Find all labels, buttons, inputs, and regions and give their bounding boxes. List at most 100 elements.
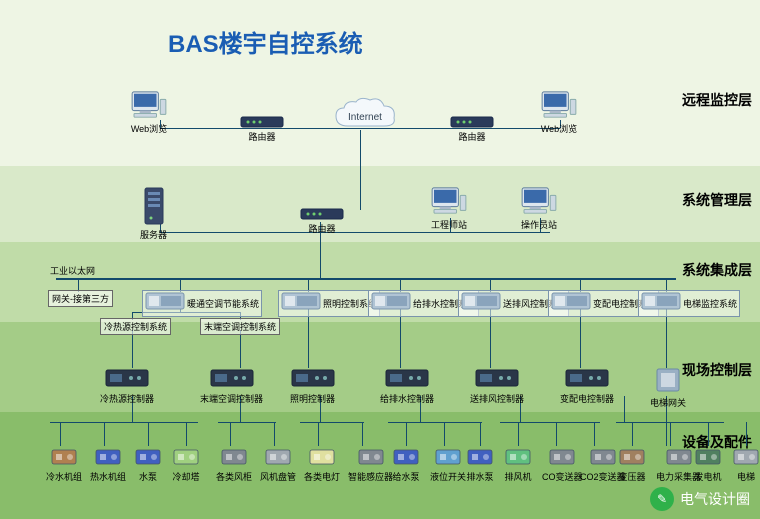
- bus-label: 工业以太网: [50, 264, 95, 277]
- node-label: 排风机: [504, 470, 531, 483]
- line: [594, 422, 595, 446]
- pc-icon: [430, 186, 468, 216]
- node-label: 排水泵: [466, 470, 493, 483]
- pc-icon: [520, 186, 558, 216]
- node-web-browse-r: Web浏览: [540, 90, 578, 135]
- node-label: 各类电灯: [304, 470, 340, 483]
- device-icon: [434, 446, 462, 468]
- module-icon: [281, 292, 321, 315]
- line: [50, 422, 198, 423]
- subsystem-hvac-reg: 暖通空调节能系统: [142, 290, 262, 317]
- device-icon: [732, 446, 760, 468]
- line: [104, 422, 105, 446]
- diagram-canvas: 远程监控层 系统管理层 系统集成层 现场控制层 设备及配件 BAS楼宇自控系统 …: [0, 0, 760, 519]
- device-icon: [50, 446, 78, 468]
- label-field: 现场控制层: [682, 360, 752, 380]
- node-label: 各类风柜: [216, 470, 252, 483]
- line: [480, 422, 481, 446]
- svg-text:Internet: Internet: [348, 112, 382, 123]
- ctrl-icon: [210, 366, 254, 390]
- node-router-m: 路由器: [300, 208, 344, 235]
- node-dev-chiller: 冷水机组: [46, 446, 82, 483]
- node-server: 服务器: [140, 186, 167, 241]
- line: [362, 422, 363, 446]
- line: [132, 330, 133, 368]
- pc-icon: [130, 90, 168, 120]
- watermark-text: 电气设计圈: [680, 489, 750, 509]
- node-label: 液位开关: [430, 470, 466, 483]
- pc-icon: [540, 90, 578, 120]
- wechat-icon: ✎: [650, 487, 674, 511]
- node-label: 送排风控制器: [470, 392, 524, 405]
- label-manage: 系统管理层: [682, 190, 752, 210]
- node-eng-station: 工程师站: [430, 186, 468, 231]
- node-ctrl-power: 变配电控制器: [560, 366, 614, 405]
- line: [274, 422, 275, 446]
- node-ctrl-light: 照明控制器: [290, 366, 335, 405]
- router-icon: [240, 116, 284, 128]
- ctrl-icon: [291, 366, 335, 390]
- node-dev-fancoil: 风机盘管: [260, 446, 296, 483]
- device-icon: [548, 446, 576, 468]
- module-icon: [641, 292, 681, 315]
- node-label: Web浏览: [541, 122, 577, 135]
- node-dev-drain: 排水泵: [466, 446, 494, 483]
- node-dev-sensor: 智能感应器: [348, 446, 393, 483]
- node-ctrl-elev: 电梯网关: [650, 366, 686, 409]
- subsystem-label: 电梯监控系统: [683, 297, 737, 310]
- node-label: 冷水机组: [46, 470, 82, 483]
- node-dev-exhaust: 排风机: [504, 446, 532, 483]
- line: [318, 422, 319, 446]
- node-dev-level: 液位开关: [430, 446, 466, 483]
- node-dev-fcu: 各类风柜: [216, 446, 252, 483]
- line: [240, 330, 241, 368]
- line: [500, 422, 600, 423]
- device-icon: [94, 446, 122, 468]
- line: [406, 422, 407, 446]
- router-icon: [300, 208, 344, 220]
- node-label: 路由器: [248, 130, 275, 143]
- device-icon: [357, 446, 385, 468]
- node-label: 电梯: [737, 470, 755, 483]
- line: [708, 422, 709, 446]
- ctrl-icon: [475, 366, 519, 390]
- line: [746, 422, 747, 446]
- title-band: [0, 0, 760, 54]
- node-dev-gen: 发电机: [694, 446, 722, 483]
- ctrl-icon: [105, 366, 149, 390]
- node-ctrl-water: 给排水控制器: [380, 366, 434, 405]
- node-dev-heater: 热水机组: [90, 446, 126, 483]
- line: [556, 422, 557, 446]
- line: [320, 232, 321, 278]
- device-icon: [308, 446, 336, 468]
- node-label: 工程师站: [431, 218, 467, 231]
- node-label: 水泵: [139, 470, 157, 483]
- node-label: 路由器: [308, 222, 335, 235]
- page-title: BAS楼宇自控系统: [168, 24, 363, 59]
- line: [148, 422, 149, 446]
- node-dev-pump: 水泵: [134, 446, 162, 483]
- node-label: 发电机: [694, 470, 721, 483]
- sub-terminal: 末端空调控制系统: [200, 318, 280, 335]
- line: [444, 422, 445, 446]
- node-dev-co: CO变送器: [542, 446, 583, 483]
- module-icon: [371, 292, 411, 315]
- device-icon: [172, 446, 200, 468]
- ctrl-icon: [654, 366, 682, 394]
- device-icon: [504, 446, 532, 468]
- line: [60, 422, 61, 446]
- module-icon: [551, 292, 591, 315]
- node-internet: Internet: [330, 96, 400, 136]
- subsystem-lighting: 照明控制系统: [278, 290, 380, 317]
- line: [632, 422, 633, 446]
- node-label: 给排水控制器: [380, 392, 434, 405]
- node-label: 冷热源控制器: [100, 392, 154, 405]
- node-ctrl-cold: 冷热源控制器: [100, 366, 154, 405]
- device-icon: [134, 446, 162, 468]
- node-label: 末端空调控制器: [200, 392, 263, 405]
- node-label: 路由器: [458, 130, 485, 143]
- device-icon: [589, 446, 617, 468]
- node-dev-supply: 给水泵: [392, 446, 420, 483]
- line: [518, 422, 519, 446]
- server-icon: [143, 186, 165, 226]
